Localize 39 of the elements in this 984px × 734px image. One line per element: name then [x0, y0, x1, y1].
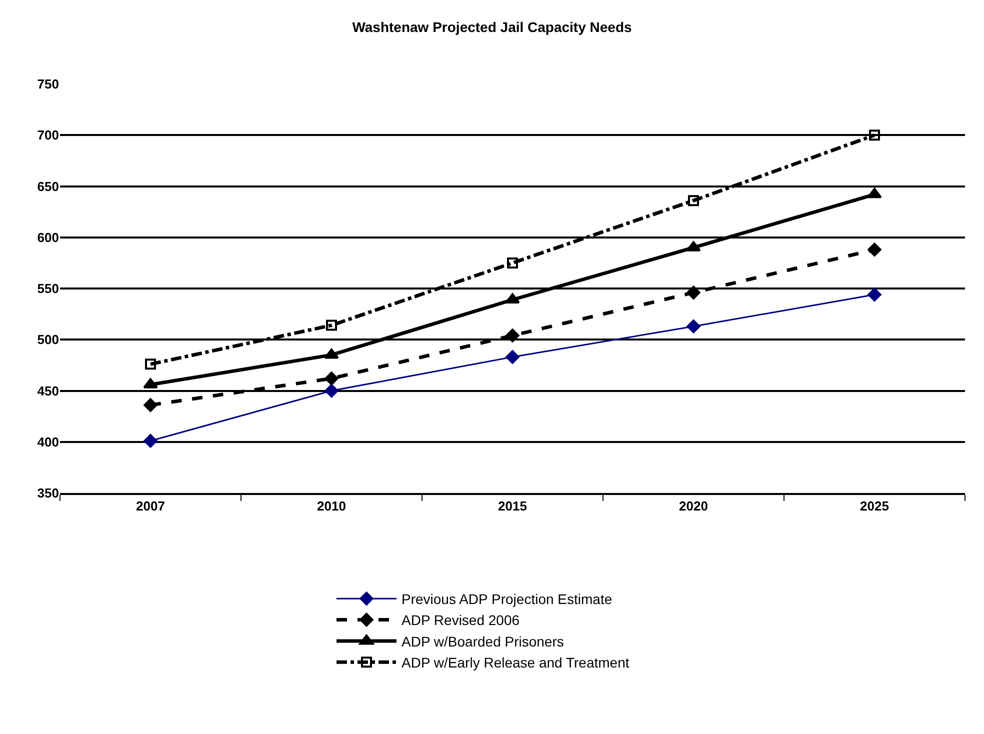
point	[869, 130, 880, 141]
legend-label: ADP w/Early Release and Treatment	[402, 654, 630, 671]
point	[686, 241, 701, 252]
y-tick-label: 550	[37, 281, 59, 296]
point	[507, 257, 518, 268]
y-tick-label: 350	[37, 486, 59, 501]
y-tick-label: 400	[37, 434, 59, 450]
point	[324, 372, 338, 386]
point	[506, 328, 520, 342]
y-tick-label: 600	[37, 230, 59, 245]
y-tick-label: 450	[37, 383, 59, 398]
point	[868, 242, 882, 256]
x-tick-label: 2025	[860, 498, 889, 514]
y-tick-label: 700	[37, 128, 59, 143]
point	[326, 320, 337, 331]
x-tick-label: 2020	[679, 498, 708, 514]
point	[686, 286, 700, 300]
x-tick-label: 2007	[136, 498, 165, 514]
chart-title: Washtenaw Projected Jail Capacity Needs	[352, 18, 632, 35]
point	[868, 288, 882, 302]
legend-label: ADP Revised 2006	[402, 612, 520, 628]
point	[144, 398, 158, 412]
point	[867, 188, 882, 198]
point	[506, 350, 520, 364]
point	[688, 195, 699, 206]
x-tick-label: 2010	[317, 498, 346, 514]
point	[145, 358, 156, 370]
y-tick-label: 500	[37, 332, 59, 348]
y-tick-label: 650	[37, 178, 59, 194]
point	[686, 319, 700, 334]
legend-label: ADP w/Boarded Prisoners	[402, 633, 564, 650]
point	[505, 293, 520, 304]
point	[144, 434, 158, 448]
x-tick-label: 2015	[498, 498, 527, 514]
point	[143, 378, 158, 388]
point	[324, 384, 338, 398]
y-tick-label: 750	[37, 76, 59, 92]
legend-label: Previous ADP Projection Estimate	[402, 591, 612, 608]
point	[324, 348, 339, 359]
